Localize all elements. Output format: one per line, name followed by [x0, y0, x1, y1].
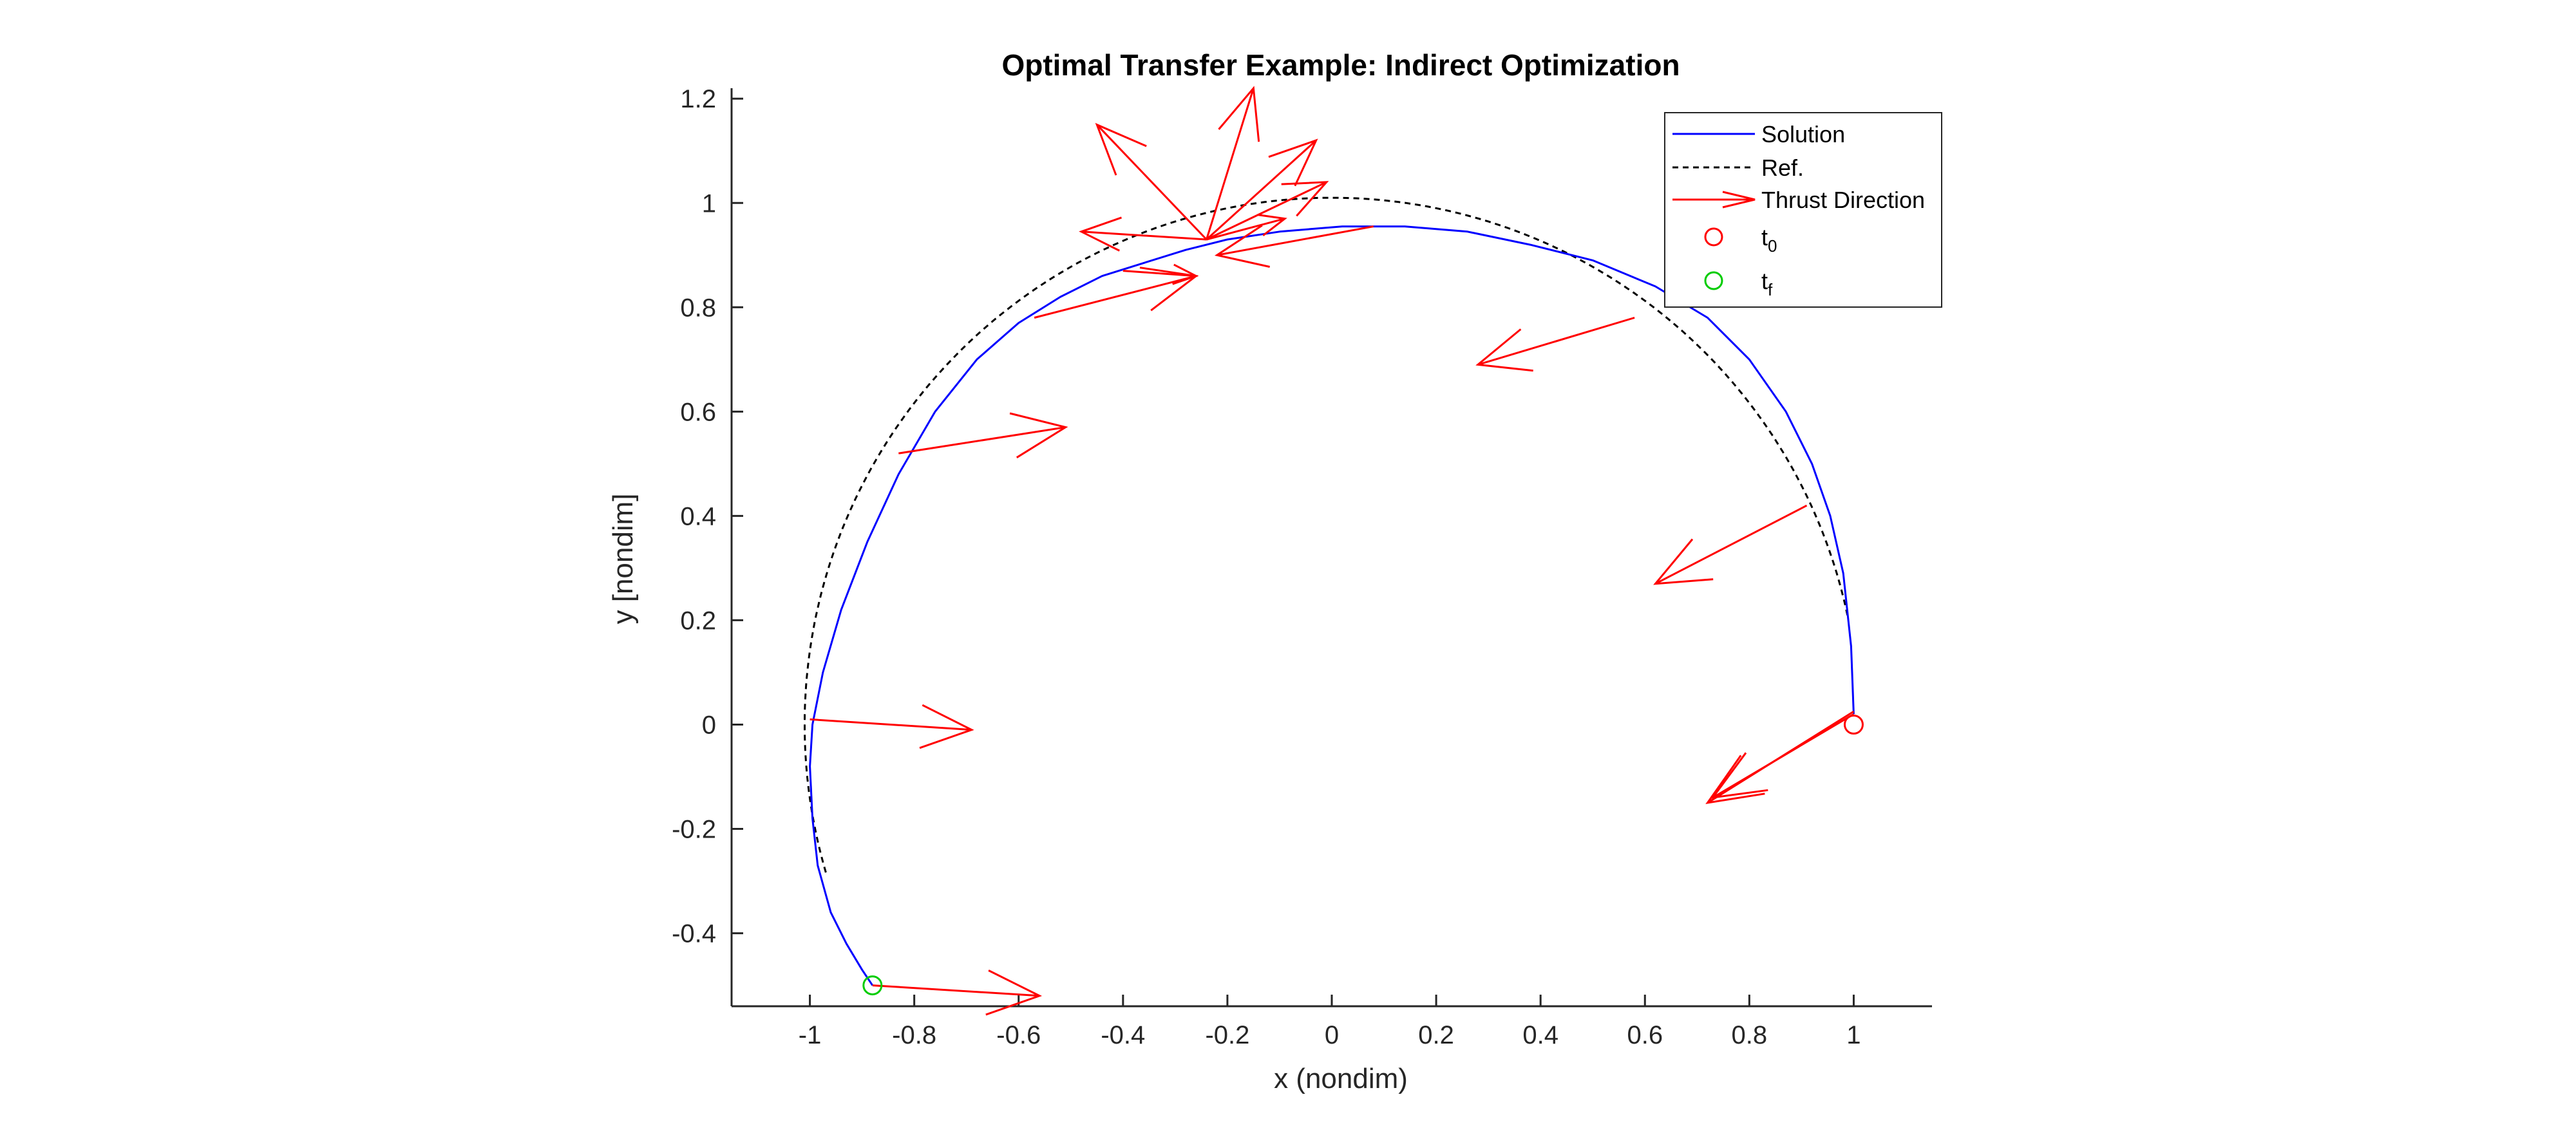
marker-tf [862, 975, 883, 996]
x-tick-label: 0.8 [1732, 1021, 1768, 1049]
legend-box [1664, 112, 1942, 308]
thrust-direction-arrow [1214, 224, 1374, 268]
legend-label-text: t [1761, 268, 1768, 294]
x-tick-label: 0.6 [1627, 1021, 1663, 1049]
y-tick-label: 1.2 [680, 85, 716, 113]
x-tick-label: 0 [1325, 1021, 1339, 1049]
chart-title: Optimal Transfer Example: Indirect Optim… [1001, 48, 1680, 82]
thrust-direction-arrow [1034, 267, 1199, 319]
legend-entry-label: tf [1761, 268, 1773, 299]
x-tick-label: -0.2 [1205, 1021, 1249, 1049]
thrust-direction-arrow [810, 704, 974, 749]
x-axis-label: x (nondim) [1274, 1063, 1408, 1094]
y-tick-label: 1 [702, 189, 716, 218]
plot-data [804, 86, 1864, 1016]
thrust-direction-arrow [898, 412, 1068, 458]
thrust-direction-arrow [1206, 214, 1287, 241]
y-tick-label: 0.6 [680, 398, 716, 426]
legend-label-text: t [1761, 224, 1768, 250]
x-tick-label: 1 [1846, 1021, 1861, 1049]
thrust-direction-arrow [1206, 138, 1318, 241]
thrust-direction-arrow [1206, 86, 1260, 240]
thrust-direction-arrow [1206, 181, 1329, 241]
x-tick-label: -0.4 [1101, 1021, 1145, 1049]
legend-swatch-marker [1704, 271, 1723, 290]
thrust-direction-arrow [1653, 504, 1808, 585]
legend-label-subscript: f [1768, 280, 1773, 299]
legend-label-text: Thrust Direction [1761, 187, 1925, 213]
thrust-direction-arrow [1095, 122, 1208, 241]
legend-swatch-marker [1704, 227, 1723, 247]
legend-entry-label: Ref. [1761, 155, 1804, 181]
x-tick-label: -0.8 [892, 1021, 936, 1049]
y-axis-label: y [nondim] [607, 494, 639, 624]
thrust-direction-arrow [1079, 216, 1207, 252]
legend-label-subscript: 0 [1768, 236, 1777, 256]
marker-t0 [1843, 714, 1864, 735]
y-tick-label: 0 [702, 711, 716, 739]
y-tick-label: 0.2 [680, 606, 716, 635]
y-tick-label: -0.2 [672, 816, 716, 844]
solution-trajectory-line [809, 225, 1855, 986]
thrust-direction-arrow [1705, 710, 1855, 805]
reference-orbit-line [804, 196, 1849, 875]
y-tick-label: 0.8 [680, 294, 716, 322]
legend-entry-label: Thrust Direction [1761, 187, 1925, 213]
x-tick-label: 0.4 [1522, 1021, 1558, 1049]
legend-label-text: Solution [1761, 121, 1845, 147]
x-tick-label: -0.6 [996, 1021, 1041, 1049]
axes: -1 -0.8 -0.6 -0.4 -0.2 0 0.2 0.4 0.6 0.8 1 -0.4 -0.2… [672, 85, 1932, 1049]
legend-label-text: Ref. [1761, 155, 1804, 181]
x-tick-label: 0.2 [1418, 1021, 1454, 1049]
thrust-direction-arrow [872, 970, 1043, 1016]
legend-entry-label: t0 [1761, 224, 1777, 256]
legend-entry-label: Solution [1761, 121, 1845, 147]
thrust-direction-arrow [1475, 317, 1635, 372]
legend-swatch-thrust [1672, 191, 1756, 209]
y-tick-label: -0.4 [672, 920, 716, 948]
x-tick-label: -1 [799, 1021, 822, 1049]
y-tick-label: 0.4 [680, 502, 716, 530]
